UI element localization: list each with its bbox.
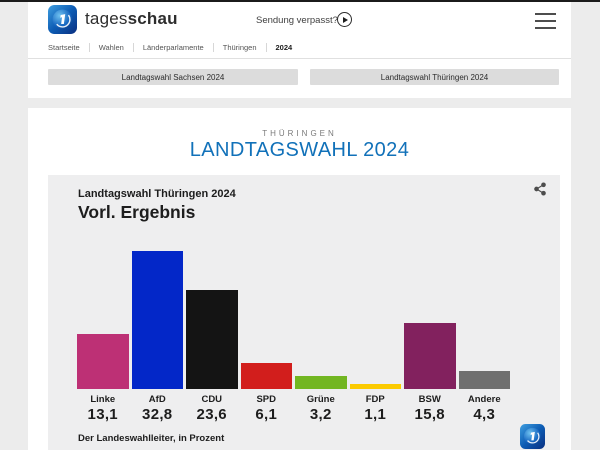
button-landtagswahl-thueringen[interactable]: Landtagswahl Thüringen 2024: [310, 69, 559, 85]
bar-spd: [240, 363, 292, 389]
breadcrumb-thueringen[interactable]: Thüringen: [214, 43, 267, 52]
breadcrumb-2024[interactable]: 2024: [275, 43, 293, 52]
bar-values: 13,1 32,8 23,6 6,1 3,2 1,1 15,8 4,3: [77, 406, 510, 423]
chart-source: Der Landeswahlleiter, in Prozent: [78, 433, 225, 444]
bar-value-cdu: 23,6: [196, 406, 227, 423]
site-header: tagesschau Sendung verpasst? Startseite …: [28, 2, 571, 98]
bar-label-bsw: BSW: [418, 394, 441, 405]
bar-value-afd: 32,8: [142, 406, 173, 423]
sendung-verpasst-link[interactable]: Sendung verpasst?: [256, 15, 338, 26]
bar-bsw: [404, 323, 456, 389]
tagesschau-mini-logo-icon: [520, 424, 545, 449]
bar-value-linke: 13,1: [87, 406, 118, 423]
bar-label-andere: Andere: [467, 394, 501, 405]
browser-top-bar: [0, 0, 600, 2]
breadcrumb-startseite[interactable]: Startseite: [48, 43, 90, 52]
bar-grüne: [295, 376, 347, 389]
bar-value-andere: 4,3: [473, 406, 496, 423]
bar-andere: [458, 371, 510, 389]
bar-label-fdp: FDP: [365, 394, 385, 405]
bar-label-spd: SPD: [256, 394, 277, 405]
brand-bold: schau: [127, 9, 178, 28]
share-icon[interactable]: [533, 182, 547, 196]
page-title: LANDTAGSWAHL 2024: [189, 139, 410, 161]
bar-label-afd: AfD: [148, 394, 166, 405]
bar-cdu: [186, 290, 238, 389]
button-landtagswahl-sachsen[interactable]: Landtagswahl Sachsen 2024: [48, 69, 298, 85]
brand-regular: tages: [85, 9, 128, 28]
bar-label-cdu: CDU: [201, 394, 223, 405]
bar-value-bsw: 15,8: [414, 406, 445, 423]
bar-afd: [131, 251, 183, 389]
bar-label-linke: Linke: [90, 394, 116, 405]
brand-wordmark[interactable]: tagesschau: [85, 9, 178, 29]
bar-value-spd: 6,1: [255, 406, 278, 423]
bar-label-grüne: Grüne: [306, 394, 335, 405]
bars: [77, 250, 510, 389]
play-icon[interactable]: [337, 12, 352, 27]
breadcrumb: Startseite Wahlen Länderparlamente Thüri…: [48, 43, 301, 52]
chart-subtitle: Vorl. Ergebnis: [78, 202, 196, 222]
menu-hamburger-icon[interactable]: [535, 13, 556, 29]
bar-value-grüne: 3,2: [309, 406, 332, 423]
bar-linke: [77, 334, 129, 389]
bar-fdp: [349, 384, 401, 389]
main-content: THÜRINGEN LANDTAGSWAHL 2024 Landtagswahl…: [28, 108, 571, 450]
breadcrumb-wahlen[interactable]: Wahlen: [90, 43, 134, 52]
bar-value-fdp: 1,1: [364, 406, 387, 423]
chart-title: Landtagswahl Thüringen 2024: [78, 188, 236, 200]
election-chart-card: Landtagswahl Thüringen 2024 Vorl. Ergebn…: [48, 175, 560, 450]
header-divider: [28, 58, 571, 59]
region-kicker: THÜRINGEN: [262, 129, 337, 138]
breadcrumb-laenderparlamente[interactable]: Länderparlamente: [134, 43, 214, 52]
bar-labels: Linke AfD CDU SPD Grüne FDP BSW Andere: [77, 394, 510, 405]
tagesschau-logo-icon[interactable]: [48, 5, 77, 34]
